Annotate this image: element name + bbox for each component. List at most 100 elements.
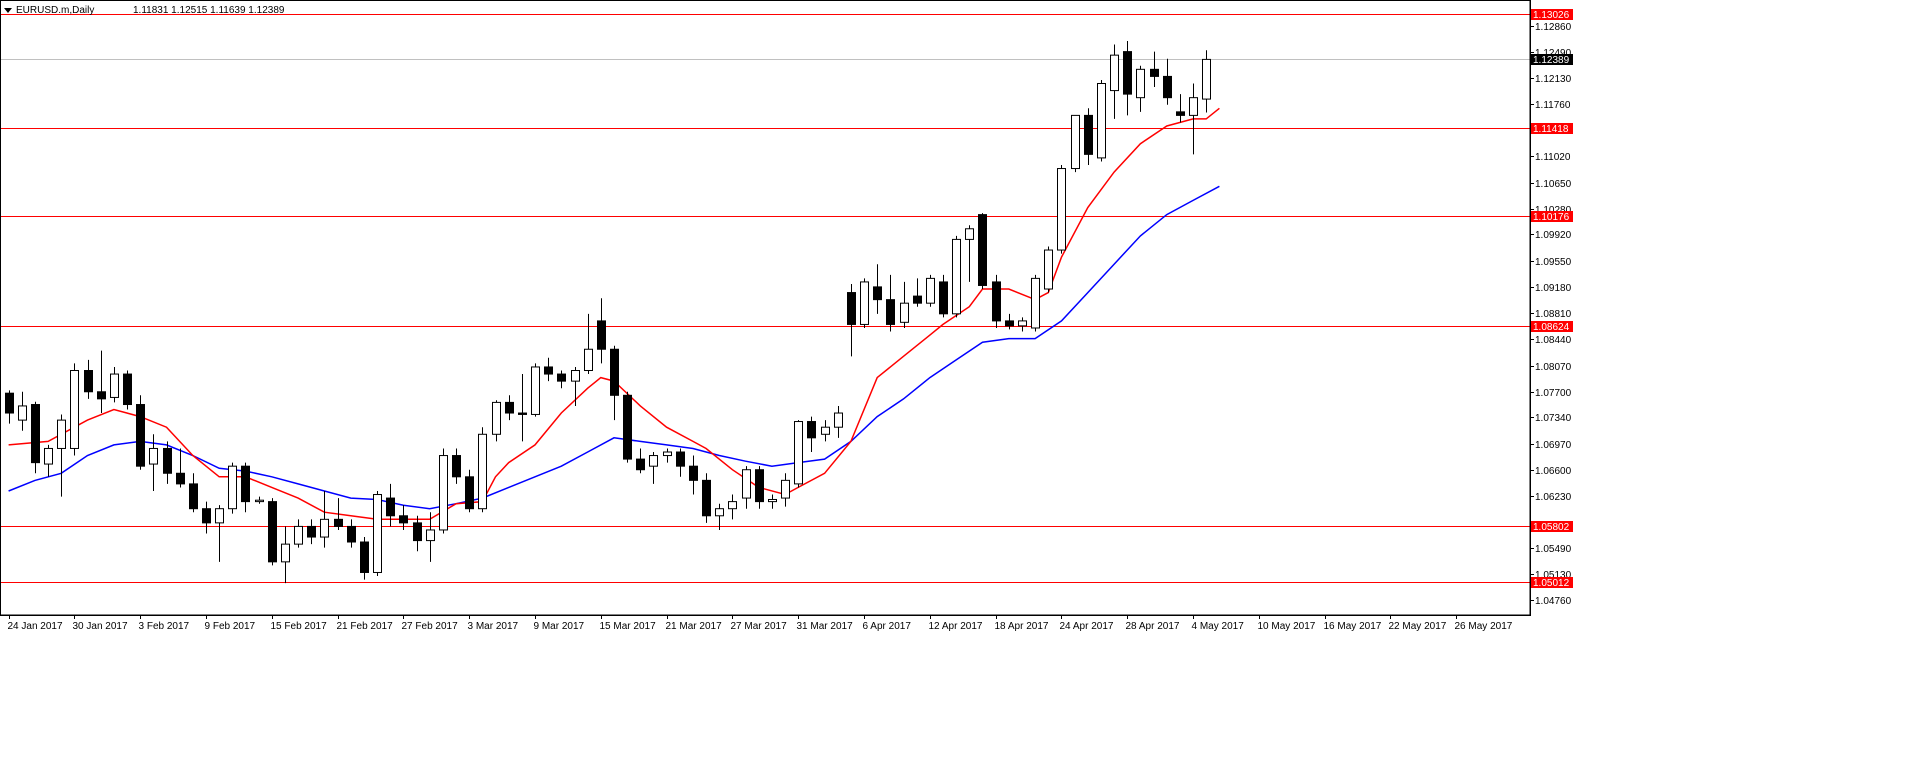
level-label: 1.10176	[1533, 212, 1570, 223]
bear-candle-body	[97, 391, 106, 400]
time-tick-label: 22 May 2017	[1389, 621, 1447, 632]
candle	[1005, 313, 1014, 330]
bull-candle-body	[821, 426, 830, 435]
candle	[268, 498, 277, 566]
candle	[294, 519, 303, 548]
level-label-box	[1531, 521, 1573, 532]
candle	[452, 448, 461, 484]
moving-average-fast	[8, 107, 1220, 521]
bull-candle-body	[492, 401, 501, 435]
candle	[1084, 108, 1093, 165]
candle	[900, 281, 909, 328]
bull-candle-body	[294, 525, 303, 545]
bull-candle-body	[281, 543, 290, 563]
price-tick-label: 1.12490	[1535, 48, 1572, 59]
candle	[978, 213, 987, 290]
candle	[84, 359, 93, 399]
bear-candle-body	[544, 366, 553, 375]
bear-candle-body	[886, 299, 895, 325]
candle	[860, 278, 869, 328]
candle	[176, 448, 185, 488]
bull-candle-body	[860, 281, 869, 325]
candle	[70, 363, 79, 456]
candle	[149, 434, 158, 491]
bear-candle-body	[689, 465, 698, 481]
price-axis-level-labels: 1.13026 1.11418 1.10176 1.08624 1.05802 1.050…	[1531, 9, 1573, 589]
candle	[1123, 40, 1132, 116]
bull-candle-body	[952, 238, 961, 315]
candle	[649, 452, 658, 484]
bear-candle-body	[465, 476, 474, 510]
price-tick-label: 1.06230	[1535, 492, 1572, 503]
price-tick-label: 1.11020	[1535, 152, 1571, 163]
bear-candle-body	[334, 518, 343, 527]
bear-candle-body	[399, 515, 408, 524]
bull-candle-body	[1071, 114, 1080, 170]
candle	[952, 235, 961, 318]
price-tick-label: 1.09550	[1535, 257, 1572, 268]
candle	[913, 278, 922, 307]
bear-candle-body	[202, 508, 211, 524]
price-tick-label: 1.07700	[1535, 388, 1572, 399]
time-tick-label: 12 Apr 2017	[929, 621, 983, 632]
price-tick-label: 1.06970	[1535, 440, 1572, 451]
level-label-box	[1531, 211, 1573, 222]
candle	[334, 498, 343, 530]
level-label: 1.08624	[1533, 322, 1570, 333]
candle	[163, 441, 172, 484]
bull-candle-body	[571, 370, 580, 382]
candle	[478, 427, 487, 513]
bull-candle-body	[478, 433, 487, 510]
candle	[505, 395, 514, 421]
candle	[320, 490, 329, 548]
level-label-box	[1531, 577, 1573, 588]
candle	[597, 298, 606, 364]
time-tick-label: 27 Feb 2017	[402, 621, 459, 632]
candle	[702, 473, 711, 523]
candle	[1202, 50, 1211, 113]
bear-candle-body	[992, 281, 1001, 322]
price-tick-label: 1.09920	[1535, 230, 1572, 241]
time-tick-label: 18 Apr 2017	[995, 621, 1049, 632]
candle	[610, 345, 619, 421]
candle	[531, 363, 540, 417]
bull-candle-body	[649, 455, 658, 467]
candle	[768, 494, 777, 509]
bull-candle-body	[1110, 54, 1119, 92]
candle	[31, 401, 40, 474]
bull-candle-body	[70, 370, 79, 449]
bull-candle-body	[44, 447, 53, 465]
bear-candle-body	[807, 421, 816, 439]
bear-candle-body	[505, 401, 514, 414]
time-axis-ticks: 24 Jan 2017 30 Jan 2017 3 Feb 2017 9 Feb 20…	[8, 615, 1513, 632]
bear-candle-body	[676, 451, 685, 467]
candle	[742, 466, 751, 509]
candle	[544, 357, 553, 382]
bull-candle-body	[215, 508, 224, 524]
candle	[18, 391, 27, 431]
bear-candle-body	[360, 541, 369, 573]
price-tick-label: 1.10280	[1535, 205, 1572, 216]
bull-candle-body	[900, 302, 909, 323]
bear-candle-body	[623, 394, 632, 460]
candle	[873, 264, 882, 314]
time-tick-label: 9 Mar 2017	[534, 621, 585, 632]
bull-candle-body	[110, 373, 119, 398]
bear-candle-body	[913, 295, 922, 304]
candle	[1163, 58, 1172, 105]
candle	[136, 395, 145, 470]
dropdown-triangle-icon[interactable]	[4, 8, 12, 13]
time-tick-label: 28 Apr 2017	[1126, 621, 1180, 632]
candle	[57, 414, 66, 497]
bull-candle-body	[715, 508, 724, 517]
level-label-box	[1531, 321, 1573, 332]
candle	[360, 537, 369, 580]
bull-candle-body	[1097, 82, 1106, 159]
bull-candle-body	[584, 348, 593, 372]
bull-candle-body	[834, 412, 843, 428]
time-tick-label: 30 Jan 2017	[73, 621, 128, 632]
price-tick-label: 1.08070	[1535, 362, 1572, 373]
bull-candle-body	[794, 421, 803, 485]
bear-candle-body	[5, 392, 14, 414]
